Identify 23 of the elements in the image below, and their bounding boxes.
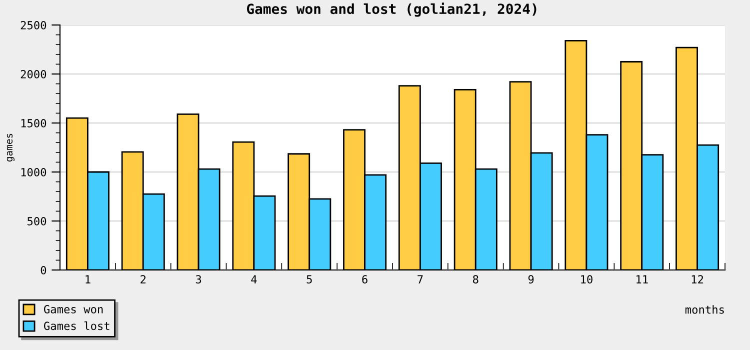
x-tick-label: 4	[251, 275, 257, 284]
x-tick-label: 7	[418, 275, 423, 284]
y-tick-label: 0	[40, 266, 46, 274]
x-tick-label: 10	[581, 275, 592, 284]
y-tick-label: 1000	[21, 168, 46, 176]
legend-label: Games lost	[44, 321, 110, 330]
chart-title: Games won and lost (golian21, 2024)	[246, 2, 536, 17]
x-tick-label: 1	[86, 275, 90, 284]
x-tick-label: 8	[472, 275, 478, 284]
x-axis-title: months	[685, 305, 724, 314]
y-tick-label: 2000	[20, 70, 46, 78]
y-tick-label: 2500	[20, 21, 46, 30]
y-axis-title: games	[6, 134, 14, 162]
y-tick-label: 1500	[21, 119, 46, 128]
x-tick-label: 2	[140, 275, 146, 284]
x-tick-label: 3	[196, 275, 202, 284]
x-tick-label: 12	[692, 275, 704, 284]
x-tick-label: 11	[636, 275, 648, 284]
x-tick-label: 6	[362, 275, 368, 284]
x-tick-label: 5	[306, 275, 312, 284]
legend-label: Games won	[44, 305, 103, 314]
y-tick-label: 500	[28, 217, 46, 226]
x-tick-label: 9	[528, 275, 534, 284]
